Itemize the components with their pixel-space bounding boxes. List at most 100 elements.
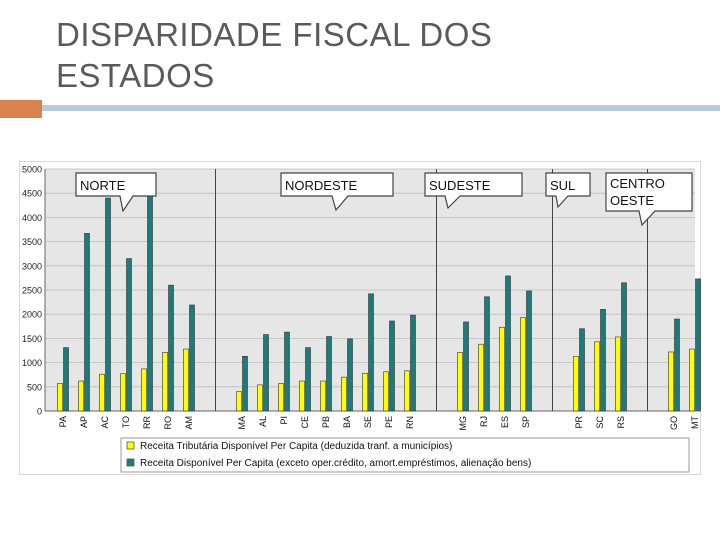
bar-receita-tributaria-pi bbox=[278, 383, 284, 412]
chart-legend: Receita Tributária Disponível Per Capita… bbox=[120, 437, 690, 473]
x-tick-label-ro: RO bbox=[163, 416, 173, 430]
y-tick-label-1500: 1500 bbox=[22, 334, 42, 344]
legend-box bbox=[120, 437, 690, 473]
bar-receita-disponivel-to bbox=[126, 258, 132, 412]
bar-receita-disponivel-ma bbox=[242, 356, 248, 412]
bar-receita-tributaria-mg bbox=[457, 352, 463, 412]
region-callout-sudeste: SUDESTE bbox=[424, 172, 523, 210]
bar-receita-disponivel-am bbox=[189, 304, 195, 412]
fiscal-disparity-chart: 0 500 1000 1500 2000 2500 3000 3500 4000 4500 5000… bbox=[19, 161, 701, 475]
bar-receita-tributaria-pr bbox=[573, 356, 579, 412]
y-tick-label-2500: 2500 bbox=[22, 286, 42, 296]
bar-receita-tributaria-mt bbox=[689, 348, 695, 412]
region-callout-sul: SUL bbox=[545, 172, 591, 209]
x-tick-label-ma: MA bbox=[237, 416, 247, 430]
bar-receita-tributaria-ac bbox=[99, 373, 105, 412]
bar-receita-disponivel-pr bbox=[579, 328, 585, 412]
x-tick-label-se: SE bbox=[363, 416, 373, 428]
bar-receita-tributaria-ce bbox=[299, 380, 305, 412]
x-tick-label-rn: RN bbox=[405, 416, 415, 429]
title-rule-line bbox=[42, 105, 720, 111]
bar-receita-tributaria-rr bbox=[141, 368, 147, 412]
bar-receita-tributaria-al bbox=[257, 384, 263, 412]
region-label-sul: SUL bbox=[550, 178, 575, 193]
x-tick-label-sc: SC bbox=[595, 416, 605, 429]
plot-area: 0 500 1000 1500 2000 2500 3000 3500 4000 4500 5000… bbox=[22, 165, 701, 431]
bar-receita-disponivel-sp bbox=[526, 290, 532, 412]
region-callouts: NORTE NORDESTE SUDESTE SUL CENTRO OESTE bbox=[75, 172, 693, 227]
x-tick-label-ac: AC bbox=[100, 416, 110, 429]
y-tick-label-500: 500 bbox=[27, 382, 42, 392]
callout-box-sul bbox=[545, 172, 591, 209]
x-tick-label-am: AM bbox=[184, 416, 194, 430]
bar-receita-tributaria-ap bbox=[78, 380, 84, 412]
x-tick-label-pr: PR bbox=[574, 416, 584, 429]
bar-receita-disponivel-al bbox=[263, 334, 269, 412]
region-label-norte: NORTE bbox=[80, 178, 126, 193]
bar-receita-tributaria-sc bbox=[594, 341, 600, 412]
y-tick-label-3500: 3500 bbox=[22, 237, 42, 247]
bar-receita-disponivel-ro bbox=[168, 284, 174, 412]
bar-receita-disponivel-ba bbox=[347, 338, 353, 412]
bar-receita-disponivel-ac bbox=[105, 197, 111, 412]
bar-receita-tributaria-pa bbox=[57, 383, 63, 412]
x-tick-label-rs: RS bbox=[616, 416, 626, 429]
region-label-centro-oeste-line-2: OESTE bbox=[610, 193, 654, 208]
region-callout-nordeste: NORDESTE bbox=[280, 172, 394, 212]
region-callout-norte: NORTE bbox=[75, 172, 157, 213]
bar-receita-disponivel-rj bbox=[484, 296, 490, 412]
bar-receita-tributaria-ba bbox=[341, 376, 347, 412]
bar-receita-disponivel-es bbox=[505, 275, 511, 412]
bar-receita-disponivel-pb bbox=[326, 336, 332, 412]
x-tick-label-pb: PB bbox=[321, 416, 331, 428]
y-tick-label-0: 0 bbox=[37, 407, 42, 417]
y-tick-label-4500: 4500 bbox=[22, 189, 42, 199]
x-tick-label-ce: CE bbox=[300, 416, 310, 429]
x-tick-label-ap: AP bbox=[79, 416, 89, 428]
region-label-centro-oeste: CENTRO bbox=[610, 176, 665, 191]
bar-receita-tributaria-go bbox=[668, 351, 674, 412]
x-tick-label-pe: PE bbox=[384, 416, 394, 428]
bar-receita-tributaria-rn bbox=[404, 370, 410, 412]
x-tick-label-al: AL bbox=[258, 416, 268, 427]
bar-receita-disponivel-rn bbox=[410, 314, 416, 412]
legend-label-receita-disponivel: Receita Disponível Per Capita (exceto op… bbox=[140, 458, 531, 469]
legend-swatch-receita-disponivel bbox=[126, 458, 135, 467]
bar-receita-tributaria-sp bbox=[520, 317, 526, 412]
region-label-sudeste: SUDESTE bbox=[429, 178, 491, 193]
region-callout-centro-oeste: CENTRO OESTE bbox=[605, 172, 693, 227]
x-tick-label-go: GO bbox=[669, 416, 679, 430]
x-tick-label-mg: MG bbox=[458, 416, 468, 431]
bar-receita-tributaria-es bbox=[499, 326, 505, 412]
callout-box-norte bbox=[75, 172, 157, 213]
bar-receita-disponivel-mt bbox=[695, 278, 701, 412]
x-tick-label-mt: MT bbox=[690, 416, 700, 429]
slide-title-line-2: ESTADOS bbox=[56, 57, 215, 94]
x-tick-label-pi: PI bbox=[279, 416, 289, 425]
y-tick-label-4000: 4000 bbox=[22, 213, 42, 223]
x-tick-label-ba: BA bbox=[342, 416, 352, 428]
x-tick-label-to: TO bbox=[121, 416, 131, 428]
region-label-nordeste: NORDESTE bbox=[285, 178, 358, 193]
y-tick-label-1000: 1000 bbox=[22, 358, 42, 368]
title-accent-bar bbox=[0, 100, 42, 118]
bar-receita-disponivel-sc bbox=[600, 309, 606, 412]
bar-receita-tributaria-am bbox=[183, 348, 189, 412]
slide-title-line-1: DISPARIDADE FISCAL DOS bbox=[56, 16, 493, 53]
bar-receita-tributaria-ma bbox=[236, 391, 242, 412]
x-tick-label-rj: RJ bbox=[479, 416, 489, 427]
bar-receita-disponivel-rr bbox=[147, 186, 153, 412]
bar-receita-tributaria-pb bbox=[320, 380, 326, 412]
bar-receita-disponivel-rs bbox=[621, 282, 627, 412]
bar-receita-disponivel-pe bbox=[389, 320, 395, 412]
x-tick-label-rr: RR bbox=[142, 416, 152, 429]
y-tick-label-5000: 5000 bbox=[22, 165, 42, 175]
bar-receita-tributaria-pe bbox=[383, 371, 389, 412]
legend-label-receita-tributaria: Receita Tributária Disponível Per Capita… bbox=[140, 441, 452, 452]
callout-box-centro-oeste bbox=[605, 172, 693, 227]
bar-receita-disponivel-ap bbox=[84, 233, 90, 412]
bar-receita-disponivel-pa bbox=[63, 347, 69, 412]
y-tick-label-3000: 3000 bbox=[22, 261, 42, 271]
legend-swatch-receita-tributaria bbox=[126, 441, 135, 450]
bar-receita-disponivel-se bbox=[368, 293, 374, 412]
